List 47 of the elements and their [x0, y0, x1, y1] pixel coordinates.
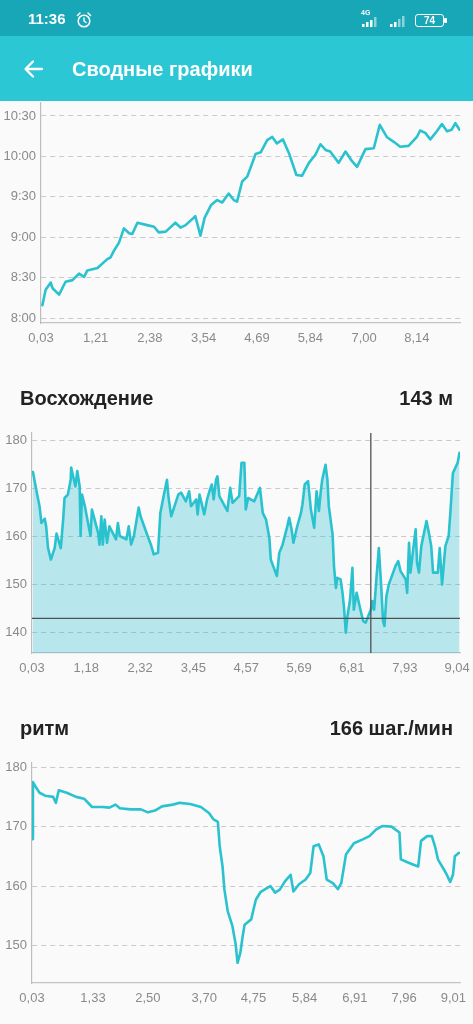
- x-tick-label: 5,84: [292, 990, 318, 1006]
- x-tick-label: 1,33: [80, 990, 106, 1006]
- x-tick-label: 4,69: [244, 330, 270, 346]
- y-tick-label: 8:30: [10, 269, 36, 285]
- y-tick-label: 140: [5, 624, 27, 640]
- text: Сводные графики: [72, 57, 253, 81]
- x-tick-label: 0,03: [19, 660, 45, 676]
- x-tick-label: 7,00: [351, 330, 377, 346]
- chart-title: Восхождение: [20, 386, 154, 410]
- x-tick-label: 2,38: [137, 330, 163, 346]
- x-tick-label: 1,18: [73, 660, 99, 676]
- text: 143 м: [399, 386, 453, 410]
- text: 11:36: [28, 10, 66, 27]
- y-tick-label: 8:00: [10, 309, 36, 325]
- y-tick-label: 180: [5, 431, 27, 447]
- y-tick-label: 10:30: [3, 107, 36, 123]
- y-tick-label: 160: [5, 877, 27, 893]
- x-tick-label: 0,03: [28, 330, 54, 346]
- y-tick-label: 180: [5, 758, 27, 774]
- x-tick-label: 3,45: [180, 660, 207, 676]
- x-tick-label: 7,93: [392, 660, 418, 676]
- x-tick-label: 5,84: [297, 330, 323, 346]
- x-tick-label: 3,70: [191, 990, 217, 1006]
- text: 166 шаг./мин: [329, 716, 453, 740]
- x-tick-label: 5,69: [286, 660, 312, 676]
- y-tick-label: 10:00: [3, 147, 36, 163]
- y-tick-label: 150: [5, 576, 27, 592]
- x-tick-label: 9,01: [440, 990, 467, 1006]
- x-tick-label: 2,32: [127, 660, 153, 676]
- x-tick-label: 4,57: [233, 660, 259, 676]
- y-tick-label: 170: [5, 818, 27, 834]
- chart-title: ритм: [20, 716, 70, 740]
- x-tick-label: 0,03: [19, 990, 45, 1006]
- x-tick-label: 3,54: [191, 330, 217, 346]
- x-tick-label: 8,14: [404, 330, 430, 346]
- y-tick-label: 160: [5, 528, 27, 544]
- x-tick-label: 2,50: [135, 990, 161, 1006]
- x-tick-label: 1,21: [83, 330, 109, 346]
- x-tick-label: 6,81: [339, 660, 365, 676]
- x-tick-label: 9,04: [444, 660, 470, 676]
- y-tick-label: 9:30: [10, 188, 36, 204]
- y-tick-label: 9:00: [10, 228, 36, 244]
- x-tick-label: 7,96: [391, 990, 417, 1006]
- x-tick-label: 4,75: [240, 990, 267, 1006]
- y-tick-label: 150: [5, 937, 27, 953]
- y-tick-label: 170: [5, 479, 27, 495]
- x-tick-label: 6,91: [342, 990, 368, 1006]
